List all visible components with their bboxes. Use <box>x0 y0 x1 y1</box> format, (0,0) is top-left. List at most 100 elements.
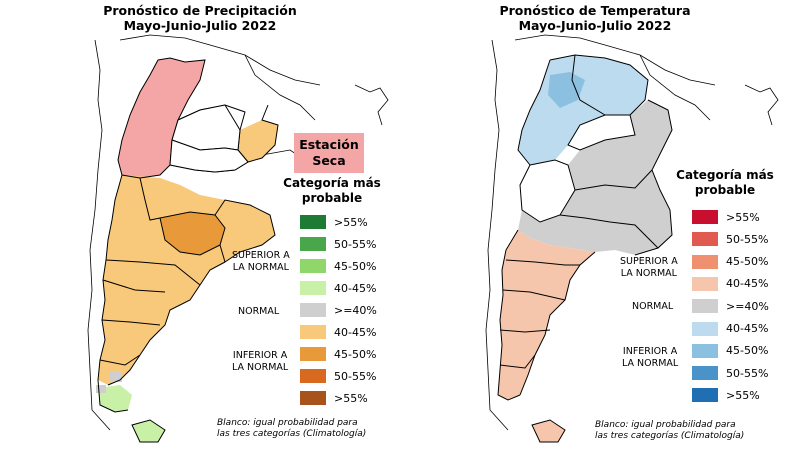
temperature-legend-label: 40-45% <box>726 322 769 335</box>
precipitation-legend-swatch <box>300 237 326 251</box>
below-normal-core <box>160 212 225 255</box>
temperature-legend-item: 45-50% <box>692 343 768 359</box>
precipitation-legend-item: 45-50% <box>300 346 376 362</box>
superior-label-line2: LA NORMAL <box>232 262 289 273</box>
inferior-label-line1: INFERIOR A <box>232 350 288 361</box>
temperature-legend-title-line1: Categoría más <box>676 168 774 182</box>
temperature-legend-item: 45-50% <box>692 254 768 270</box>
precipitation-legend-item: 40-45% <box>300 280 376 296</box>
dry-season-label-line2: Seca <box>312 153 346 168</box>
temperature-title-line1: Pronóstico de Temperatura <box>499 3 691 18</box>
below-normal-region <box>98 175 275 385</box>
precipitation-legend-item: 50-55% <box>300 236 376 252</box>
superior-label-line1: SUPERIOR A <box>620 256 678 267</box>
precipitation-legend-swatch <box>300 369 326 383</box>
temperature-map <box>485 34 779 443</box>
northeast-below-normal-patch <box>238 120 278 162</box>
inferior-label-line1: INFERIOR A <box>622 346 678 357</box>
temperature-legend-swatch <box>692 276 718 291</box>
precipitation-legend-item: >55% <box>300 390 368 406</box>
province-borders <box>497 54 673 443</box>
inferior-label-line2: LA NORMAL <box>622 358 679 369</box>
precipitation-legend-item: >55% <box>300 214 368 230</box>
precipitation-legend-label: >=40% <box>334 303 377 317</box>
footnote-line1: Blanco: igual probabilidad para <box>217 418 358 428</box>
precipitation-legend-label: 45-50% <box>334 347 377 361</box>
precipitation-map <box>87 34 389 443</box>
climatology-region <box>567 114 636 151</box>
temperature-legend-item: >55% <box>692 387 760 403</box>
temperature-legend-item: 40-45% <box>692 321 768 337</box>
precipitation-legend-swatch <box>300 303 326 317</box>
dry-season-region <box>118 58 205 178</box>
temperature-legend-swatch <box>692 388 718 403</box>
precipitation-legend-swatch <box>300 281 326 295</box>
temperature-legend-label: >55% <box>726 388 760 402</box>
above-normal-south-region <box>98 385 132 412</box>
temperature-legend-item: 50-55% <box>692 365 768 381</box>
temperature-superior-label: SUPERIOR A LA NORMAL <box>620 256 678 280</box>
footnote-line2: las tres categorías (Climatología) <box>595 431 745 441</box>
temperature-legend-label: >55% <box>726 210 760 224</box>
temperature-title-line2: Mayo-Junio-Julio 2022 <box>518 18 672 33</box>
precipitation-legend-swatch <box>300 325 326 339</box>
neighbour-borders <box>491 34 779 131</box>
precipitation-legend-title-line2: probable <box>301 191 363 205</box>
temperature-legend-item: 50-55% <box>692 231 768 247</box>
temperature-title: Pronóstico de Temperatura Mayo-Junio-Jul… <box>480 3 710 33</box>
temperature-legend-item: 40-45% <box>692 276 768 292</box>
temperature-legend-swatch <box>692 299 718 314</box>
footnote-line2: las tres categorías (Climatología) <box>217 429 367 439</box>
temperature-legend-label: >=40% <box>726 299 769 313</box>
precipitation-legend-item: >=40% <box>300 302 377 318</box>
precipitation-legend-label: 40-45% <box>334 281 377 295</box>
dry-season-label: Estación Seca <box>294 133 364 173</box>
precipitation-title: Pronóstico de Precipitación Mayo-Junio-J… <box>85 3 315 33</box>
precipitation-legend-title-line1: Categoría más <box>283 176 381 190</box>
temperature-legend-label: 45-50% <box>726 344 769 358</box>
superior-label-line2: LA NORMAL <box>620 268 677 279</box>
precipitation-legend-label: 50-55% <box>334 369 377 383</box>
above-normal-south-region <box>498 230 595 400</box>
precipitation-normal-label: NORMAL <box>238 306 280 317</box>
coastline <box>87 129 111 431</box>
precipitation-legend-title: Categoría más probable <box>282 176 382 206</box>
precipitation-panel: Pronóstico de Precipitación Mayo-Junio-J… <box>85 3 389 443</box>
temperature-legend-swatch <box>692 210 718 224</box>
precipitation-legend-swatch <box>300 347 326 361</box>
temperature-legend-swatch <box>692 343 718 358</box>
precipitation-legend-swatch <box>300 259 326 273</box>
inferior-label-line2: LA NORMAL <box>232 362 289 373</box>
precipitation-legend-item: 45-50% <box>300 258 376 274</box>
temperature-legend-label: 50-55% <box>726 366 769 380</box>
precipitation-footnote: Blanco: igual probabilidad para las tres… <box>217 418 387 440</box>
precipitation-legend-label: >55% <box>334 391 368 405</box>
precipitation-legend-label: >55% <box>334 215 368 229</box>
precipitation-title-line2: Mayo-Junio-Julio 2022 <box>123 18 277 33</box>
temperature-legend-title: Categoría más probable <box>675 168 775 198</box>
normal-patch <box>110 372 122 382</box>
temperature-legend-label: 45-50% <box>726 255 769 269</box>
superior-label-line1: SUPERIOR A <box>232 250 290 261</box>
precipitation-legend-item: 40-45% <box>300 324 376 340</box>
normal-patch <box>96 385 106 393</box>
climatology-region <box>169 139 249 173</box>
precipitation-legend-item: 50-55% <box>300 368 376 384</box>
temperature-legend-item: >55% <box>692 209 760 225</box>
precipitation-legend-swatch <box>300 215 326 229</box>
temperature-legend-title-line2: probable <box>694 183 756 197</box>
temperature-inferior-label: INFERIOR A LA NORMAL <box>622 346 678 370</box>
tierra-del-fuego-region <box>532 420 565 442</box>
precipitation-title-line1: Pronóstico de Precipitación <box>103 3 297 18</box>
temperature-legend-swatch <box>692 366 718 381</box>
precipitation-legend-swatch <box>300 391 326 405</box>
footnote-line1: Blanco: igual probabilidad para <box>595 420 736 430</box>
precipitation-legend-label: 45-50% <box>334 259 377 273</box>
temperature-legend-swatch <box>692 254 718 269</box>
above-normal-core <box>548 72 585 108</box>
temperature-footnote: Blanco: igual probabilidad para las tres… <box>595 420 775 442</box>
temperature-legend-swatch <box>692 232 718 247</box>
precipitation-inferior-label: INFERIOR A LA NORMAL <box>232 350 288 374</box>
precipitation-legend-label: 50-55% <box>334 237 377 251</box>
dry-season-label-line1: Estación <box>299 137 359 152</box>
